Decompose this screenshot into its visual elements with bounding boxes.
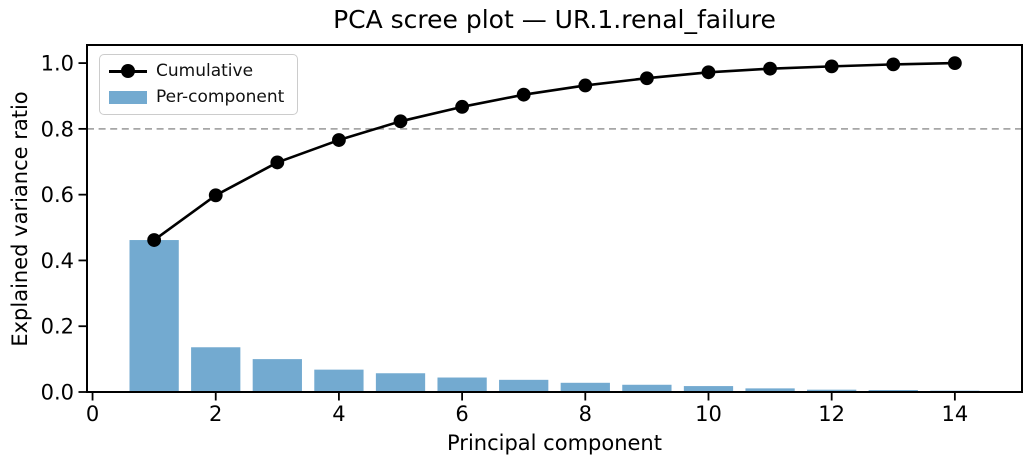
bar-pc1 bbox=[129, 240, 179, 392]
legend-label-per-component: Per-component bbox=[156, 87, 285, 107]
bar-pc12 bbox=[807, 389, 857, 392]
bar-pc6 bbox=[437, 377, 487, 392]
bar-pc5 bbox=[375, 373, 426, 392]
y-tick-label: 0.0 bbox=[41, 381, 74, 405]
legend-entry-cumulative: Cumulative bbox=[109, 61, 284, 81]
bar-pc4 bbox=[314, 369, 364, 392]
legend: Cumulative Per-component bbox=[99, 54, 299, 115]
cumulative-marker-pc4 bbox=[332, 133, 346, 147]
bar-pc7 bbox=[499, 379, 549, 392]
cumulative-marker-pc9 bbox=[639, 71, 654, 86]
x-tick-label: 14 bbox=[941, 402, 968, 426]
cumulative-marker-icon bbox=[121, 64, 135, 78]
cumulative-marker-pc11 bbox=[763, 61, 777, 76]
x-axis-label: Principal component bbox=[447, 431, 662, 455]
cumulative-marker-pc1 bbox=[147, 233, 162, 247]
cumulative-marker-pc8 bbox=[578, 78, 593, 93]
chart-title: PCA scree plot — UR.1.renal_failure bbox=[333, 5, 776, 34]
cumulative-marker-pc7 bbox=[516, 87, 531, 102]
bar-pc9 bbox=[622, 384, 672, 392]
axes-spines bbox=[86, 44, 1023, 393]
bar-pc2 bbox=[191, 347, 241, 392]
bar-pc8 bbox=[560, 382, 610, 392]
cumulative-marker-pc6 bbox=[455, 99, 470, 114]
cumulative-marker-pc2 bbox=[208, 188, 223, 203]
bar-pc11 bbox=[745, 388, 795, 392]
x-tick-label: 10 bbox=[695, 402, 722, 426]
bar-pc3 bbox=[252, 359, 302, 392]
x-tick-label: 8 bbox=[579, 402, 592, 426]
y-tick-label: 1.0 bbox=[41, 52, 74, 76]
cumulative-marker-pc5 bbox=[393, 114, 408, 129]
cumulative-marker-pc10 bbox=[701, 65, 716, 80]
x-tick-label: 6 bbox=[455, 402, 468, 426]
per-component-bar-swatch bbox=[109, 90, 147, 104]
bar-pc10 bbox=[683, 386, 734, 392]
y-axis-label: Explained variance ratio bbox=[8, 91, 32, 347]
cumulative-marker-pc13 bbox=[886, 57, 901, 72]
cumulative-line-swatch bbox=[109, 64, 147, 78]
cumulative-marker-pc14 bbox=[947, 56, 962, 70]
cumulative-marker-pc12 bbox=[824, 59, 839, 74]
x-tick-label: 4 bbox=[332, 402, 345, 426]
y-tick-label: 0.6 bbox=[41, 183, 74, 207]
y-tick-label: 0.4 bbox=[41, 249, 74, 273]
cumulative-line bbox=[153, 61, 955, 242]
cumulative-marker-pc3 bbox=[270, 155, 285, 170]
y-tick-label: 0.8 bbox=[41, 117, 74, 141]
y-tick-label: 0.2 bbox=[41, 315, 74, 339]
x-tick-label: 0 bbox=[86, 402, 99, 426]
x-tick-label: 2 bbox=[209, 402, 222, 426]
x-tick-label: 12 bbox=[818, 402, 845, 426]
legend-entry-per-component: Per-component bbox=[109, 87, 284, 107]
legend-label-cumulative: Cumulative bbox=[156, 61, 254, 81]
